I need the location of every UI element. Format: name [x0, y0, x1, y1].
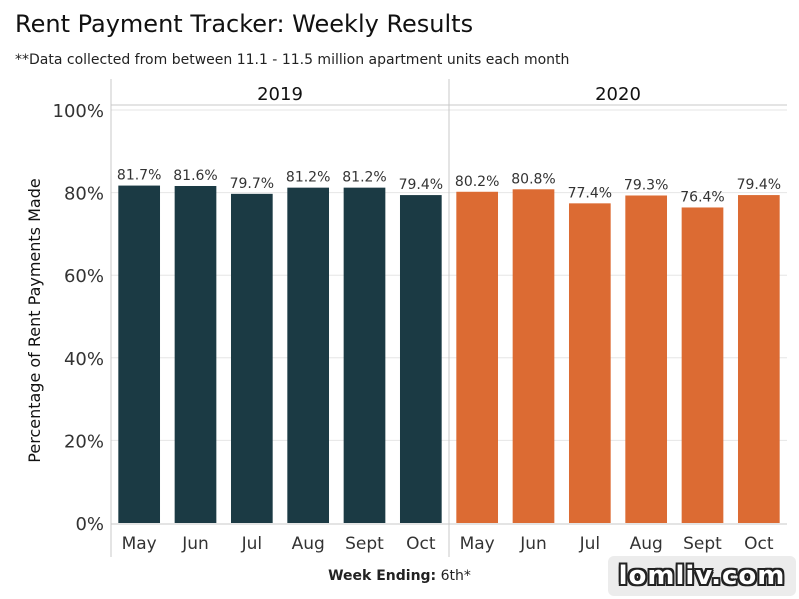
bar-2020-jul: [568, 203, 611, 523]
watermark-logo: lomliv.com: [608, 556, 796, 596]
chart-subtitle: **Data collected from between 11.1 - 11.…: [15, 52, 570, 68]
x-axis-title-rest: 6th*: [436, 568, 471, 584]
bar-2019-jul: [230, 193, 273, 524]
data-label: 81.6%: [173, 168, 217, 184]
bar-2019-oct: [399, 195, 442, 523]
x-tick-label: Aug: [630, 534, 663, 554]
bar-2020-may: [456, 191, 499, 524]
data-label: 81.7%: [117, 168, 161, 184]
y-tick-label: 60%: [64, 266, 104, 287]
y-tick-label: 40%: [64, 349, 104, 370]
bar-2019-jun: [174, 185, 217, 523]
data-label: 80.2%: [455, 174, 499, 190]
x-tick-label: May: [460, 534, 495, 554]
y-tick-label: 80%: [64, 184, 104, 205]
bar-2020-oct: [737, 195, 780, 523]
data-label: 76.4%: [680, 189, 724, 205]
bar-2020-sept: [681, 207, 724, 523]
bar-2020-jun: [512, 189, 555, 523]
x-tick-label: Jun: [519, 534, 547, 554]
x-tick-label: Oct: [744, 534, 774, 554]
x-tick-label: Sept: [683, 534, 722, 554]
x-tick-label: Oct: [406, 534, 436, 554]
data-label: 81.2%: [342, 170, 386, 186]
data-label: 79.7%: [230, 176, 274, 192]
x-tick-label: May: [122, 534, 157, 554]
data-label: 77.4%: [568, 185, 612, 201]
x-tick-label: Jul: [579, 534, 601, 554]
data-label: 80.8%: [511, 171, 555, 187]
x-tick-label: Aug: [292, 534, 325, 554]
y-tick-label: 100%: [53, 101, 104, 122]
panel-header-2020: 2020: [595, 84, 641, 105]
panel-header-2019: 2019: [257, 84, 303, 105]
data-label: 79.3%: [624, 177, 668, 193]
data-label: 79.4%: [399, 177, 443, 193]
bar-2019-aug: [287, 187, 330, 524]
x-tick-label: Sept: [345, 534, 384, 554]
y-axis-title: Percentage of Rent Payments Made: [25, 178, 44, 462]
data-label: 81.2%: [286, 170, 330, 186]
y-tick-label: 20%: [64, 431, 104, 452]
data-label: 79.4%: [737, 177, 781, 193]
x-tick-label: Jun: [181, 534, 209, 554]
bar-2020-aug: [625, 195, 668, 523]
bar-2019-sept: [343, 187, 386, 524]
x-axis-title: Week Ending: 6th*: [0, 568, 799, 584]
x-tick-label: Jul: [241, 534, 263, 554]
page-title: Rent Payment Tracker: Weekly Results: [15, 10, 474, 38]
x-axis-title-bold: Week Ending:: [328, 568, 437, 584]
bar-2019-may: [118, 185, 161, 524]
y-tick-label: 0%: [75, 514, 104, 535]
